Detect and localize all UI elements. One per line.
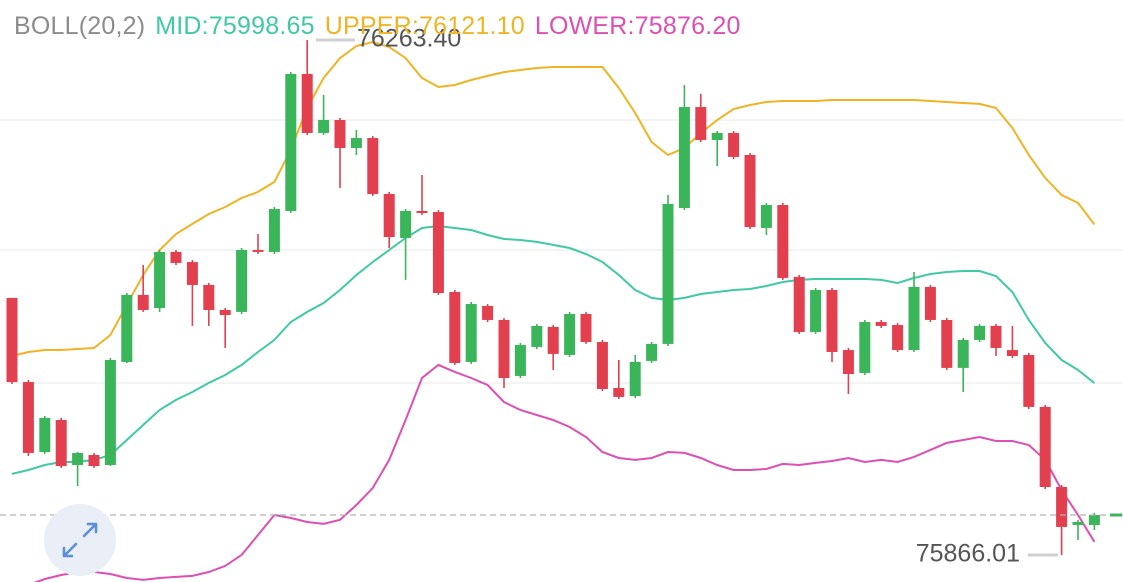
candle-body — [498, 319, 510, 379]
indicator-line-name: LOWER: — [534, 12, 635, 40]
candle-body — [6, 297, 18, 383]
candle-body — [678, 107, 690, 208]
candle-body — [186, 262, 198, 285]
candle-body — [957, 339, 969, 368]
candle-body — [531, 325, 543, 347]
candle-body — [744, 154, 756, 228]
candle-body — [564, 314, 576, 355]
candle-body — [695, 107, 707, 140]
last-price-marker — [1110, 513, 1122, 517]
candle-body — [449, 291, 461, 363]
candle-body — [482, 305, 494, 320]
grid — [0, 119, 1123, 384]
expand-button[interactable] — [44, 504, 116, 576]
candle-body — [662, 203, 674, 344]
indicator-name: BOLL(20,2) — [14, 12, 146, 40]
candle-body — [318, 120, 330, 133]
candle-body — [875, 322, 887, 326]
indicator-line-value: 75876.20 — [634, 12, 741, 40]
low-label: 75866.01 — [916, 540, 1020, 568]
candle-body — [826, 290, 838, 352]
candle-body — [892, 325, 904, 351]
candle-body — [104, 360, 116, 465]
candle-body — [285, 73, 297, 211]
high-label: 76263.40 — [357, 25, 461, 53]
indicator-header: BOLL(20,2) MID:75998.65 UPPER:76121.10 LOW… — [14, 12, 741, 41]
candle-body — [613, 388, 625, 397]
candle-body — [1056, 487, 1068, 527]
candle-body — [859, 322, 871, 373]
indicator-item: UPPER:76121.10 — [325, 12, 525, 41]
candle-body — [1039, 406, 1051, 488]
candle-body — [924, 286, 936, 320]
candle-body — [908, 286, 920, 351]
candle-body — [465, 304, 477, 362]
candle-body — [810, 290, 822, 333]
candles — [0, 40, 1123, 556]
band-line — [11, 40, 1096, 357]
candle-body — [580, 314, 592, 342]
indicator-line-name: MID: — [155, 12, 209, 40]
candle-body — [88, 454, 100, 467]
candle-body — [711, 132, 723, 140]
candle-body — [334, 120, 346, 148]
candle-body — [974, 325, 986, 340]
candle-body — [728, 132, 740, 157]
candle-body — [990, 325, 1002, 348]
candle-body — [268, 209, 280, 252]
band-line — [33, 363, 1096, 582]
candle-body — [252, 249, 264, 252]
candle-body — [170, 251, 182, 263]
candle-body — [137, 294, 149, 310]
candle-body — [842, 350, 854, 375]
candle-body — [22, 382, 34, 453]
indicator-line-value: 75998.65 — [208, 12, 315, 40]
indicator-item: MID:75998.65 — [155, 12, 314, 41]
candle-body — [55, 420, 67, 467]
candle-body — [629, 361, 641, 397]
candle-body — [350, 138, 362, 148]
candle-body — [1072, 521, 1084, 525]
indicator-line-name: UPPER: — [324, 12, 419, 40]
candle-body — [1006, 350, 1018, 356]
candle-body — [760, 205, 772, 228]
candle-body — [219, 309, 231, 316]
candle-body — [416, 210, 428, 214]
candle-body — [383, 194, 395, 238]
candle-body — [72, 452, 84, 465]
candle-body — [547, 326, 559, 354]
candle-body — [400, 210, 412, 238]
indicator-line-value: 76121.10 — [418, 12, 525, 40]
candle-body — [777, 205, 789, 278]
candle-body — [367, 138, 379, 194]
candle-body — [514, 344, 526, 376]
candle-body — [1023, 354, 1035, 407]
candle-body — [1088, 515, 1100, 525]
candle-body — [941, 319, 953, 368]
price-labels: 76263.40 75866.01 — [316, 25, 1058, 568]
candle-body — [793, 276, 805, 333]
candle-body — [154, 251, 166, 309]
candle-body — [39, 417, 51, 453]
expand-icon[interactable] — [62, 522, 98, 558]
candle-body — [596, 341, 608, 390]
candle-body — [432, 212, 444, 294]
candle-body — [121, 294, 133, 362]
candle-body — [301, 73, 313, 133]
candle-body — [203, 284, 215, 310]
indicator-item: LOWER:75876.20 — [535, 12, 741, 41]
candle-body — [646, 343, 658, 361]
candle-body — [236, 249, 248, 312]
expand-button-bg[interactable] — [44, 504, 116, 576]
